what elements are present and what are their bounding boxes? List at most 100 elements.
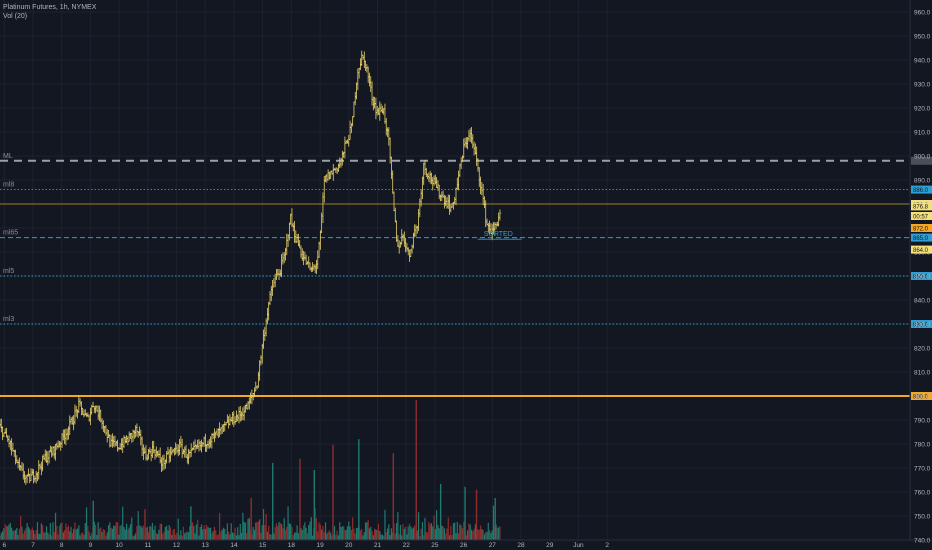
price-tick-label: 930.0 [914, 82, 931, 89]
volume-bar [38, 533, 40, 540]
volume-bar [9, 522, 11, 540]
volume-bar [287, 506, 289, 540]
volume-bar [455, 533, 457, 540]
volume-bar [233, 533, 235, 540]
volume-bar [217, 534, 219, 540]
volume-bar [261, 525, 263, 540]
volume-bar [89, 535, 92, 540]
volume-bar [306, 533, 309, 540]
volume-bar [361, 528, 363, 540]
volume-bar [420, 528, 422, 540]
volume-bar [437, 524, 439, 540]
volume-bar [407, 526, 409, 540]
volume-bar [122, 506, 124, 540]
price-tick-label: 960.0 [914, 10, 931, 17]
current-price-tag [911, 224, 932, 232]
volume-bar [80, 532, 82, 540]
volume-bar [70, 526, 72, 540]
volume-bar [229, 534, 231, 540]
volume-bar [430, 523, 433, 540]
volume-bar [16, 527, 18, 540]
volume-bar [238, 535, 240, 540]
volume-bar [189, 526, 191, 540]
time-tick-label: 21 [374, 542, 382, 549]
volume-bar [200, 524, 203, 540]
time-tick-label: 19 [316, 542, 324, 549]
level-price-tag-text: 865.0 [913, 236, 929, 242]
volume-bar [494, 498, 496, 540]
level-price-tag [911, 272, 932, 280]
volume-bar [155, 533, 157, 540]
volume-bar [1, 531, 4, 540]
volume-bar [279, 523, 281, 540]
time-tick-label: 7 [31, 542, 35, 549]
symbol-title[interactable]: Platinum Futures, 1h, NYMEX [3, 4, 97, 11]
volume-bar [328, 530, 331, 540]
volume-bar [473, 528, 475, 540]
volume-bar [317, 531, 319, 540]
volume-bar [131, 517, 133, 540]
volume-bar [415, 400, 417, 540]
volume-bar [472, 531, 474, 540]
volume-bar [145, 527, 147, 540]
volume-bar [397, 512, 399, 540]
volume-bar [358, 439, 360, 540]
volume-bar [406, 534, 408, 540]
volume-bar [57, 534, 59, 540]
volume-bar [0, 535, 1, 540]
volume-bar [323, 531, 325, 540]
volume-bar [3, 528, 5, 540]
volume-bar [492, 505, 495, 540]
volume-bar [321, 529, 323, 540]
volume-bar [244, 522, 247, 540]
current-price-tag-text: 00:57 [913, 214, 929, 220]
volume-bar [428, 522, 430, 540]
volume-bar [203, 525, 205, 540]
volume-bar [248, 518, 250, 540]
volume-bar [286, 526, 288, 540]
volume-bar [439, 484, 442, 540]
time-tick-label: 26 [460, 542, 468, 549]
volume-bar [257, 521, 259, 540]
volume-bar [399, 524, 402, 540]
volume-bar [460, 525, 462, 540]
volume-bar [156, 534, 159, 540]
volume-bar [441, 525, 443, 540]
volume-bar [291, 526, 293, 540]
price-tick-label: 790.0 [914, 418, 931, 425]
level-price-tag [911, 320, 932, 328]
volume-bar [293, 532, 296, 540]
volume-bar [234, 527, 236, 540]
volume-bar [469, 524, 471, 540]
volume-bar [269, 534, 271, 540]
volume-bar [29, 528, 31, 540]
volume-bar [149, 526, 151, 540]
volume-bar [312, 535, 314, 540]
volume-bar [479, 525, 482, 540]
volume-bar [268, 525, 270, 540]
chart-legend: Platinum Futures, 1h, NYMEX Vol (20) [3, 3, 96, 21]
price-tags: 876.8 00:57 872.0 864.0 [911, 202, 932, 254]
time-axis[interactable]: 6 7 8 9 10 11 12 13 14 15 18 19 20 21 22 25 26 27 28 29 Jun 2 [2, 542, 609, 549]
volume-bar [310, 517, 312, 540]
volume-bar [255, 522, 257, 540]
volume-bar [159, 523, 161, 540]
current-price-tag-text: 876.8 [913, 205, 929, 211]
volume-bar [275, 523, 278, 540]
volume-bar [259, 519, 261, 540]
volume-bar [7, 526, 9, 540]
price-tick-label: 940.0 [914, 58, 931, 65]
volume-bar [158, 529, 160, 540]
volume-indicator-label[interactable]: Vol (20) [3, 13, 28, 20]
volume-bar [341, 526, 343, 540]
volume-bar [239, 523, 241, 540]
volume-bar [332, 444, 334, 540]
volume-bar [313, 470, 316, 540]
volume-bar [102, 529, 104, 540]
volume-bar [197, 519, 199, 540]
price-tick-label: 890.0 [914, 178, 931, 185]
volume-bar [315, 517, 318, 540]
volume-bar [386, 528, 389, 540]
volume-bar [487, 522, 489, 540]
